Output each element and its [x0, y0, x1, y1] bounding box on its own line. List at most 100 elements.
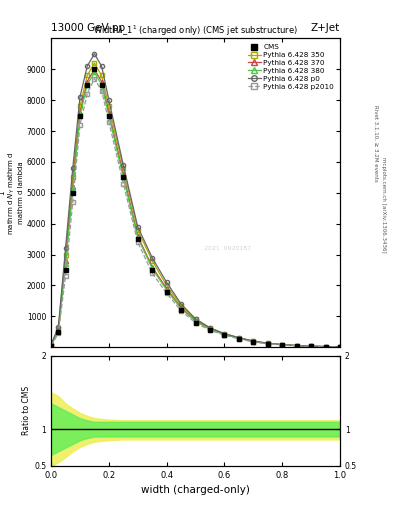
CMS	[179, 307, 184, 313]
CMS	[164, 289, 169, 295]
Line: Pythia 6.428 p0: Pythia 6.428 p0	[49, 52, 342, 349]
Text: 2021  II920187: 2021 II920187	[204, 246, 251, 251]
Pythia 6.428 p2010	[164, 290, 169, 296]
Pythia 6.428 p0	[63, 245, 68, 251]
Pythia 6.428 p0	[136, 224, 140, 230]
Pythia 6.428 370	[193, 317, 198, 324]
Pythia 6.428 p0	[107, 97, 111, 103]
Pythia 6.428 p0	[49, 342, 53, 348]
Text: Rivet 3.1.10, ≥ 3.2M events: Rivet 3.1.10, ≥ 3.2M events	[373, 105, 378, 182]
CMS	[49, 343, 53, 349]
Pythia 6.428 350	[78, 103, 83, 110]
Pythia 6.428 380	[99, 81, 104, 88]
Pythia 6.428 350	[99, 72, 104, 78]
Pythia 6.428 380	[338, 344, 342, 350]
CMS	[251, 338, 256, 345]
Pythia 6.428 380	[309, 343, 314, 349]
Pythia 6.428 p2010	[136, 239, 140, 245]
CMS	[150, 267, 154, 273]
Pythia 6.428 370	[208, 326, 212, 332]
Pythia 6.428 p0	[222, 331, 227, 337]
Pythia 6.428 380	[136, 234, 140, 241]
CMS	[56, 329, 61, 335]
Pythia 6.428 350	[63, 251, 68, 258]
Pythia 6.428 370	[265, 340, 270, 347]
Pythia 6.428 370	[63, 258, 68, 264]
Pythia 6.428 p0	[294, 343, 299, 349]
Pythia 6.428 380	[49, 343, 53, 349]
Pythia 6.428 380	[107, 113, 111, 119]
Pythia 6.428 370	[309, 343, 314, 349]
Pythia 6.428 p2010	[56, 330, 61, 336]
Pythia 6.428 p0	[92, 51, 97, 57]
Line: Pythia 6.428 p2010: Pythia 6.428 p2010	[49, 76, 342, 349]
Pythia 6.428 p2010	[222, 332, 227, 338]
CMS	[294, 343, 299, 349]
Pythia 6.428 350	[237, 335, 241, 341]
CMS	[265, 340, 270, 347]
Pythia 6.428 p2010	[85, 91, 90, 97]
Pythia 6.428 350	[251, 338, 256, 344]
Pythia 6.428 370	[237, 335, 241, 341]
Pythia 6.428 350	[309, 343, 314, 349]
Pythia 6.428 p0	[237, 335, 241, 341]
Pythia 6.428 380	[294, 343, 299, 349]
CMS	[208, 327, 212, 333]
Pythia 6.428 380	[280, 342, 285, 348]
Y-axis label: 1
mathrm d $N_Y$ mathrm d
mathrm d lambda: 1 mathrm d $N_Y$ mathrm d mathrm d lambd…	[0, 151, 24, 234]
Pythia 6.428 350	[70, 174, 75, 180]
Pythia 6.428 370	[99, 78, 104, 84]
Text: mcplots.cern.ch [arXiv:1306.3436]: mcplots.cern.ch [arXiv:1306.3436]	[381, 157, 386, 252]
Pythia 6.428 380	[150, 265, 154, 271]
Pythia 6.428 370	[150, 264, 154, 270]
Pythia 6.428 350	[121, 165, 126, 171]
Pythia 6.428 370	[164, 286, 169, 292]
CMS	[78, 113, 83, 119]
Pythia 6.428 p2010	[294, 343, 299, 349]
Pythia 6.428 p2010	[193, 320, 198, 326]
Pythia 6.428 p2010	[237, 336, 241, 342]
Pythia 6.428 p2010	[265, 341, 270, 347]
CMS	[338, 344, 342, 350]
Pythia 6.428 p0	[78, 94, 83, 100]
Legend: CMS, Pythia 6.428 350, Pythia 6.428 370, Pythia 6.428 380, Pythia 6.428 p0, Pyth: CMS, Pythia 6.428 350, Pythia 6.428 370,…	[245, 42, 336, 92]
Pythia 6.428 p2010	[323, 344, 328, 350]
Pythia 6.428 p2010	[208, 327, 212, 333]
Pythia 6.428 350	[56, 326, 61, 332]
Pythia 6.428 370	[323, 344, 328, 350]
Pythia 6.428 350	[265, 340, 270, 346]
Pythia 6.428 380	[164, 287, 169, 293]
CMS	[107, 113, 111, 119]
Pythia 6.428 350	[136, 227, 140, 233]
CMS	[70, 190, 75, 196]
Pythia 6.428 p2010	[280, 342, 285, 348]
Pythia 6.428 370	[294, 343, 299, 349]
Pythia 6.428 p0	[179, 301, 184, 307]
Pythia 6.428 p2010	[63, 273, 68, 279]
Pythia 6.428 350	[193, 316, 198, 323]
Pythia 6.428 p0	[208, 325, 212, 331]
Pythia 6.428 370	[179, 305, 184, 311]
Pythia 6.428 p2010	[338, 344, 342, 350]
Pythia 6.428 380	[56, 328, 61, 334]
Pythia 6.428 350	[323, 344, 328, 350]
Pythia 6.428 380	[179, 306, 184, 312]
Pythia 6.428 p0	[150, 254, 154, 261]
Pythia 6.428 380	[121, 174, 126, 180]
Pythia 6.428 p0	[193, 316, 198, 322]
Pythia 6.428 p0	[85, 63, 90, 69]
Pythia 6.428 p0	[164, 280, 169, 286]
CMS	[92, 66, 97, 72]
Pythia 6.428 380	[63, 261, 68, 267]
Pythia 6.428 350	[85, 72, 90, 78]
Pythia 6.428 p2010	[92, 75, 97, 81]
Pythia 6.428 370	[136, 233, 140, 239]
Text: Z+Jet: Z+Jet	[311, 23, 340, 33]
Pythia 6.428 350	[179, 303, 184, 309]
Pythia 6.428 370	[222, 331, 227, 337]
Pythia 6.428 380	[323, 344, 328, 350]
Pythia 6.428 380	[193, 318, 198, 325]
CMS	[193, 319, 198, 326]
Pythia 6.428 350	[107, 103, 111, 110]
Pythia 6.428 350	[150, 258, 154, 264]
